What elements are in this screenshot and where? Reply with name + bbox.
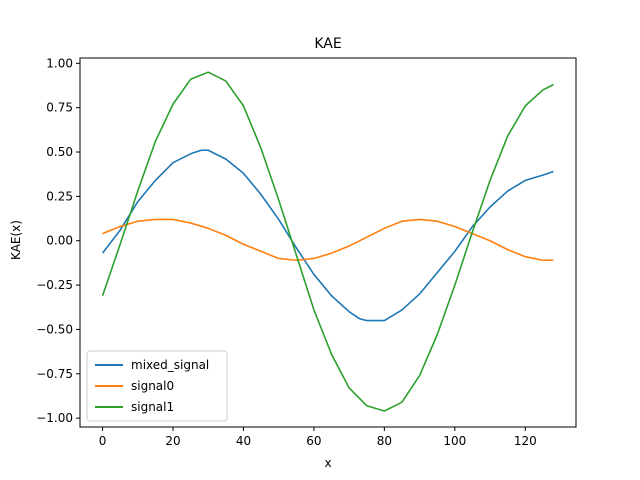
x-tick-label: 0: [99, 434, 107, 448]
plot-frame: [79, 57, 577, 428]
x-axis-label: x: [324, 456, 331, 470]
x-tick-label: 60: [306, 434, 321, 448]
y-tick-label: 0.75: [46, 101, 73, 115]
y-tick-label: 0.50: [46, 145, 73, 159]
legend-label: signal1: [131, 400, 174, 414]
legend-box: [86, 350, 228, 422]
x-tick-label: 100: [443, 434, 466, 448]
chart-title: KAE: [314, 36, 341, 52]
y-tick-label: 1.00: [46, 56, 73, 70]
y-tick-label: −0.25: [36, 278, 73, 292]
x-tick-label: 80: [377, 434, 392, 448]
series-line-signal0: [102, 218, 554, 262]
plot-lines: [101, 71, 554, 412]
y-tick-label: 0.25: [46, 189, 73, 203]
y-tick-label: −0.75: [36, 367, 73, 381]
y-tick-label: −0.50: [36, 322, 73, 336]
y-tick-label: −1.00: [36, 411, 73, 425]
series-line-signal1: [101, 71, 554, 412]
series-line-mixed-signal: [101, 149, 554, 322]
x-tick-label: 120: [514, 434, 537, 448]
legend: mixed_signal signal0 signal1: [86, 350, 228, 422]
legend-label: signal0: [131, 379, 174, 393]
axes: 0 20 40 60 80 100 120 −1.00 −0.75 −0.50 −0.25 0.00 0…: [36, 56, 577, 448]
y-tick-label: 0.00: [46, 234, 73, 248]
legend-label: mixed_signal: [131, 358, 209, 372]
x-tick-label: 20: [165, 434, 180, 448]
x-tick-label: 40: [236, 434, 251, 448]
y-axis-label: KAE(x): [9, 220, 23, 260]
